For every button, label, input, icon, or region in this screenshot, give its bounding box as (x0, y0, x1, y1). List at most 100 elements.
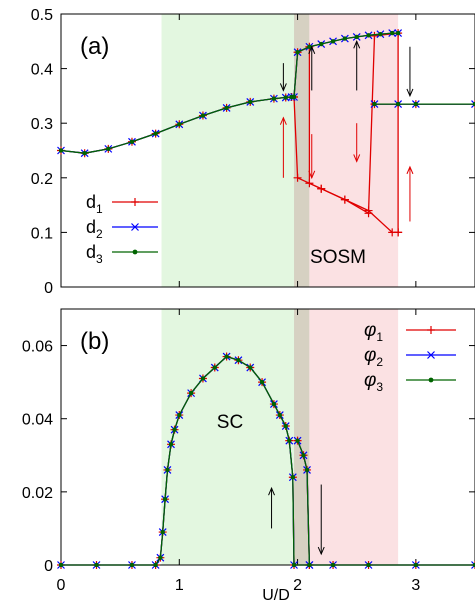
point-phi3 (248, 365, 253, 370)
y-tick-label: 0.02 (22, 485, 53, 502)
point-d3 (291, 94, 297, 100)
point-d3 (342, 36, 348, 41)
point-d1 (394, 228, 403, 237)
point-d3 (224, 105, 229, 111)
arrow-head (268, 486, 276, 496)
y-tick-label: 0.2 (31, 171, 53, 188)
point-d1 (305, 179, 314, 188)
legend-marker (132, 249, 138, 255)
x-tick-label: 0 (57, 577, 66, 594)
point-d3 (177, 122, 182, 127)
point-d3 (319, 41, 324, 47)
point-d3 (472, 101, 475, 107)
point-phi3 (162, 496, 168, 502)
y-tick-label: 0.06 (22, 339, 53, 356)
point-phi3 (283, 423, 288, 429)
legend-entry: d2 (86, 217, 103, 241)
plot-frame (60, 308, 475, 566)
point-d3 (354, 34, 359, 40)
legend-entry: d1 (86, 192, 103, 216)
arrow-head (317, 546, 325, 556)
legend-marker (428, 377, 434, 383)
legend-subscript: 2 (96, 227, 103, 241)
point-d3 (372, 101, 377, 107)
point-phi3 (165, 467, 170, 473)
point-phi3 (188, 390, 194, 396)
arrow-head (406, 88, 414, 98)
point-phi3 (168, 442, 174, 447)
point-phi3 (301, 453, 306, 458)
point-d3 (248, 99, 253, 105)
point-d3 (413, 101, 419, 107)
point-phi3 (212, 365, 217, 370)
point-d3 (82, 151, 87, 156)
point-phi3 (291, 562, 297, 568)
point-phi3 (153, 562, 158, 568)
point-d3 (200, 113, 206, 118)
overlap-region (294, 14, 310, 287)
legend-entry: d3 (86, 242, 103, 266)
y-tick-label: 0 (44, 558, 53, 575)
shared-x-axis: 0 1 2 3 (57, 577, 421, 594)
y-tick-label: 0.4 (31, 62, 53, 79)
legend-subscript: 3 (96, 252, 103, 266)
point-d3 (330, 39, 336, 44)
point-phi3 (129, 562, 135, 568)
sosm-region (309, 14, 399, 287)
arrow-head (308, 170, 316, 180)
arrow-head (353, 40, 361, 49)
point-phi3 (304, 467, 310, 473)
region-label: SOSM (310, 247, 366, 268)
y-tick-label: 0 (44, 280, 53, 297)
point-d3 (153, 131, 158, 136)
y-tick-label: 0.3 (31, 116, 53, 133)
point-d3 (58, 148, 64, 153)
point-phi2 (471, 561, 475, 569)
point-d1 (370, 31, 379, 40)
x-tick-label: 3 (411, 577, 420, 594)
point-d1 (340, 195, 349, 204)
point-d3 (378, 32, 383, 37)
sc-region (161, 14, 295, 287)
point-d1 (293, 173, 302, 182)
legend-subscript: 1 (376, 330, 383, 344)
series-line-phi3 (296, 440, 311, 566)
legend-marker (131, 223, 139, 231)
arrow-head (308, 45, 316, 54)
y-tick-label: 0.5 (31, 7, 53, 24)
point-phi3 (307, 562, 312, 568)
point-d3 (366, 33, 371, 38)
point-phi3 (160, 529, 165, 535)
point-phi3 (413, 562, 419, 568)
region-label: SC (217, 412, 243, 433)
point-phi3 (58, 562, 64, 568)
overlap-region (294, 309, 310, 565)
legend-marker (427, 326, 435, 334)
point-phi3 (177, 412, 182, 418)
point-phi3 (295, 438, 300, 443)
arrow-head (353, 154, 361, 163)
point-phi3 (330, 562, 336, 568)
point-d3 (295, 50, 300, 55)
point-d3 (129, 139, 135, 144)
x-axis-label: U/D (262, 587, 290, 604)
point-phi3 (287, 438, 292, 443)
legend-marker (427, 351, 435, 359)
point-phi3 (200, 376, 206, 381)
point-d3 (106, 146, 111, 152)
arrow-head (406, 165, 414, 175)
point-d3 (307, 44, 312, 49)
legend-subscript: 3 (376, 380, 383, 394)
point-d3 (390, 30, 395, 36)
point-phi3 (236, 358, 241, 363)
panel-label: (b) (80, 328, 109, 355)
point-phi3 (158, 555, 163, 560)
y-tick-label: 0.04 (22, 412, 53, 429)
point-d3 (271, 96, 277, 101)
panel-label: (a) (80, 33, 109, 60)
point-d1 (317, 184, 326, 193)
point-d3 (395, 101, 401, 107)
